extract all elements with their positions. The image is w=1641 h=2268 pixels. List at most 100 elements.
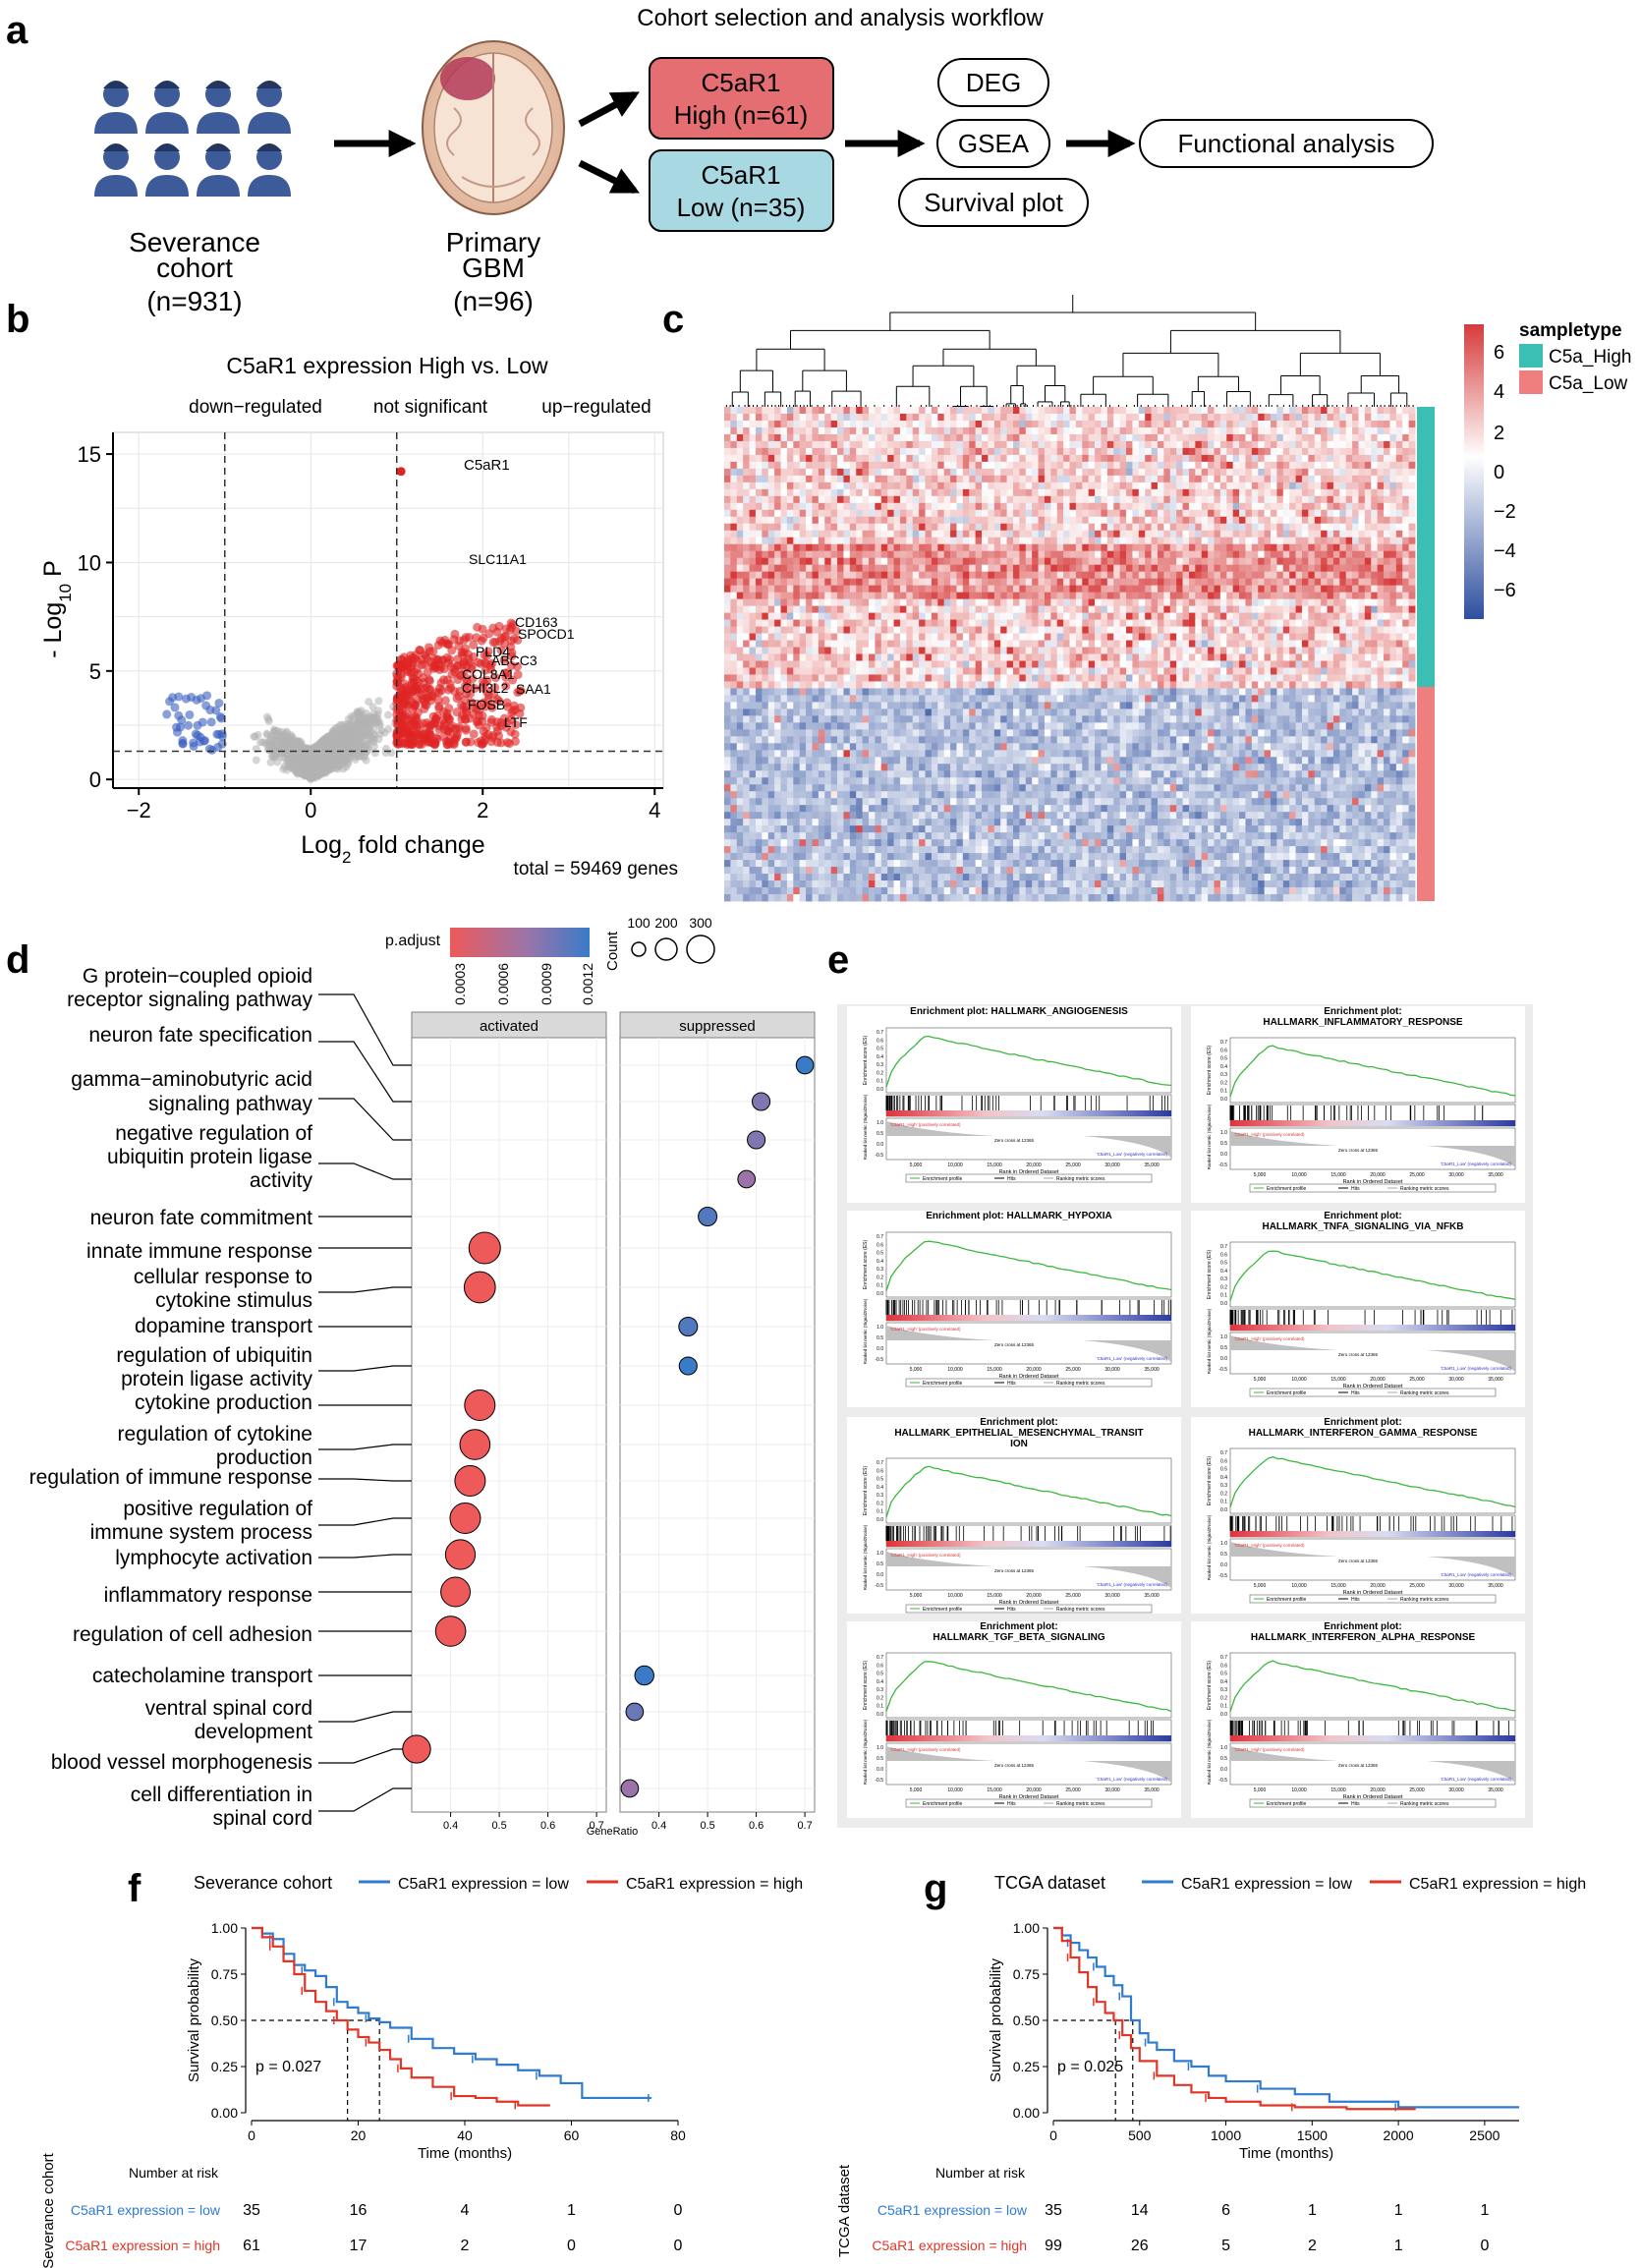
heatmap-cell bbox=[1345, 495, 1353, 504]
heatmap-cell bbox=[1408, 461, 1416, 470]
heatmap-cell bbox=[830, 502, 838, 511]
volcano-point bbox=[347, 735, 356, 744]
heatmap-cell bbox=[1251, 413, 1259, 422]
heatmap-cell bbox=[1219, 482, 1227, 490]
volcano-point-up bbox=[408, 658, 418, 668]
heatmap-cell bbox=[969, 516, 977, 525]
heatmap-cell bbox=[749, 413, 757, 422]
heatmap-cell bbox=[736, 523, 744, 532]
heatmap-cell bbox=[1195, 440, 1203, 449]
heatmap-cell bbox=[1163, 468, 1171, 477]
heatmap-cell bbox=[868, 488, 876, 497]
heatmap-cell bbox=[1358, 523, 1366, 532]
heatmap-cell bbox=[793, 523, 801, 532]
heatmap-cell bbox=[1358, 407, 1366, 415]
heatmap-cell bbox=[925, 516, 933, 525]
heatmap-cell bbox=[1126, 420, 1133, 428]
heatmap-cell bbox=[880, 523, 888, 532]
heatmap-cell bbox=[993, 516, 1001, 525]
heatmap-cell bbox=[793, 482, 801, 490]
heatmap-cell bbox=[1056, 523, 1064, 532]
heatmap-cell bbox=[824, 516, 832, 525]
heatmap-cell bbox=[956, 440, 964, 449]
heatmap-cell bbox=[1395, 502, 1403, 511]
heatmap-cell bbox=[1208, 454, 1215, 463]
heatmap-cell bbox=[793, 516, 801, 525]
heatmap-cell bbox=[862, 413, 870, 422]
heatmap-cell bbox=[856, 407, 863, 415]
heatmap-cell bbox=[875, 537, 882, 545]
heatmap-cell bbox=[1301, 407, 1309, 415]
heatmap-cell bbox=[793, 475, 801, 483]
heatmap-cell bbox=[1182, 482, 1190, 490]
heatmap-cell bbox=[862, 461, 870, 470]
heatmap-cell bbox=[786, 482, 794, 490]
heatmap-cell bbox=[1182, 426, 1190, 435]
heatmap-cell bbox=[1258, 440, 1266, 449]
volcano-point-up bbox=[510, 736, 520, 746]
heatmap-cell bbox=[887, 407, 894, 415]
heatmap-cell bbox=[1271, 537, 1277, 545]
heatmap-cell bbox=[1371, 495, 1379, 504]
heatmap-cell bbox=[806, 461, 813, 470]
heatmap-cell bbox=[812, 516, 820, 525]
heatmap-cell bbox=[786, 454, 794, 463]
heatmap-cell bbox=[1271, 530, 1277, 539]
heatmap-cell bbox=[1195, 468, 1203, 477]
heatmap-cell bbox=[1371, 516, 1379, 525]
heatmap-cell bbox=[1082, 482, 1090, 490]
heatmap-cell bbox=[1069, 516, 1077, 525]
heatmap-cell bbox=[730, 447, 738, 456]
heatmap-cell bbox=[806, 447, 813, 456]
primary-count: (n=96) bbox=[453, 286, 534, 316]
heatmap-cell bbox=[925, 537, 933, 545]
heatmap-cell bbox=[1082, 543, 1090, 552]
heatmap-cell bbox=[1364, 420, 1372, 428]
heatmap-cell bbox=[937, 433, 945, 442]
heatmap-cell bbox=[880, 516, 888, 525]
heatmap-cell bbox=[724, 454, 731, 463]
heatmap-cell bbox=[993, 468, 1001, 477]
heatmap-cell bbox=[1019, 495, 1027, 504]
heatmap-cell bbox=[943, 433, 951, 442]
heatmap-cell bbox=[1088, 454, 1096, 463]
heatmap-cell bbox=[1106, 495, 1114, 504]
heatmap-cell bbox=[1276, 426, 1284, 435]
heatmap-cell bbox=[1384, 495, 1390, 504]
heatmap-cell bbox=[1032, 447, 1039, 456]
heatmap-cell bbox=[899, 537, 907, 545]
heatmap-cell bbox=[830, 440, 838, 449]
heatmap-cell bbox=[1063, 488, 1070, 497]
volcano-ytick-label: 5 bbox=[89, 659, 101, 684]
volcano-point-up bbox=[443, 639, 453, 649]
heatmap-cell bbox=[975, 523, 983, 532]
heatmap-cell bbox=[856, 523, 863, 532]
heatmap-cell bbox=[730, 523, 738, 532]
heatmap-cell bbox=[1226, 509, 1234, 518]
heatmap-cell bbox=[931, 530, 938, 539]
heatmap-cell bbox=[1276, 461, 1284, 470]
heatmap-cell bbox=[1063, 495, 1070, 504]
volcano-point bbox=[337, 720, 346, 729]
heatmap-cell bbox=[843, 433, 851, 442]
heatmap-cell bbox=[849, 407, 857, 415]
heatmap-cell bbox=[780, 509, 788, 518]
heatmap-cell bbox=[1276, 523, 1284, 532]
heatmap-cell bbox=[1226, 495, 1234, 504]
heatmap-cell bbox=[962, 420, 970, 428]
heatmap-cell bbox=[1095, 523, 1102, 532]
volcano-point-up bbox=[421, 700, 430, 709]
heatmap-cell bbox=[1295, 502, 1303, 511]
heatmap-cell bbox=[1239, 475, 1246, 483]
heatmap-cell bbox=[1138, 543, 1146, 552]
heatmap-cell bbox=[1101, 537, 1108, 545]
heatmap-cell bbox=[1364, 461, 1372, 470]
heatmap-cell bbox=[818, 420, 825, 428]
person-icon bbox=[248, 81, 291, 134]
heatmap-cell bbox=[1119, 523, 1127, 532]
heatmap-cell bbox=[1038, 488, 1046, 497]
person-icon bbox=[145, 143, 189, 197]
heatmap-cell bbox=[812, 530, 820, 539]
heatmap-cell bbox=[975, 426, 983, 435]
heatmap-cell bbox=[1176, 420, 1183, 428]
